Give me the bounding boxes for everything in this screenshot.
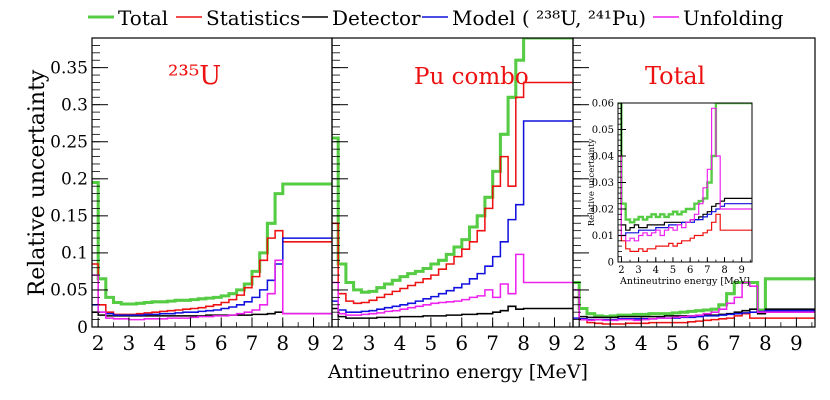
inset-x-axis-label: Antineutrino energy [MeV] [619,276,750,287]
legend-item-model[interactable]: Model ( ²³⁸U, ²⁴¹Pu) [422,6,646,30]
x-tick-label: 7 [728,331,741,355]
legend-item-detector[interactable]: Detector [302,6,421,30]
x-tick-label: 5 [184,331,197,355]
series-group [573,277,815,325]
y-tick-label: 0 [608,257,614,268]
x-axis-label: Antineutrino energy [MeV] [327,361,588,383]
x-tick-label: 2 [618,265,624,276]
panel-2: 2 3 4 5 6 7 8 9 Pu combo [331,37,574,355]
x-tick-label: 3 [123,331,136,355]
legend-label-unfolding: Unfolding [683,6,784,30]
x-tick-label: 5 [670,265,676,276]
series-statistics [618,155,752,252]
panel-title: Total [645,62,705,90]
series-total [618,103,752,224]
panel-4: 0 0.01 0.02 0.03 0.04 0.05 0.06 2 3 4 5 6 7 8 9 Relativ… [587,98,753,287]
legend-item-unfolding[interactable]: Unfolding [653,6,784,30]
x-tick-label: 4 [635,331,648,355]
x-tick-label: 2 [573,331,586,355]
x-tick-label: 6 [455,331,468,355]
series-unfolding [618,107,752,242]
legend: Total Statistics Detector Model ( ²³⁸U, … [88,6,784,30]
series-statistics [92,229,332,316]
x-tick-label: 8 [517,331,530,355]
panel-title: ²³⁵U [168,61,221,91]
x-tick-label: 9 [790,331,803,355]
y-tick-label: 0 [77,318,88,338]
legend-label-detector: Detector [332,6,421,30]
y-tick-label: 0.06 [592,98,614,109]
x-tick-label: 4 [394,331,407,355]
x-tick-label: 7 [704,265,710,276]
x-tick-label: 6 [215,331,228,355]
x-tick-label: 4 [653,265,659,276]
inset-y-axis-label: Relative uncertainty [587,139,597,227]
series-group [618,103,752,252]
x-tick-label: 6 [697,331,710,355]
series-detector [618,103,752,231]
x-tick-label: 3 [363,331,376,355]
series-unfolding [573,281,815,322]
series-model [92,237,332,316]
x-tick-label: 7 [246,331,259,355]
x-tick-label: 4 [153,331,166,355]
y-tick-label: 0.04 [592,151,614,162]
y-tick-label: 0.03 [592,178,614,189]
x-tick-label: 5 [666,331,679,355]
panel-title: Pu combo [414,64,529,90]
series-unfolding [92,259,332,321]
panel-1: 0 0.05 0.1 0.15 0.2 0.25 0.3 0.35 2 3 4 5 6 7 8 9 ²³⁵U [50,37,333,355]
series-total [332,38,573,294]
y-tick-label: 0.35 [50,58,88,78]
series-model [332,120,573,313]
y-tick-label: 0.1 [61,244,88,264]
y-tick-label: 0.05 [50,281,88,301]
x-tick-label: 6 [687,265,693,276]
series-statistics [332,81,573,305]
x-tick-label: 2 [332,331,345,355]
legend-label-statistics: Statistics [206,6,300,30]
x-tick-label: 8 [759,331,772,355]
y-tick-label: 0.25 [50,133,88,153]
x-tick-label: 3 [635,265,641,276]
y-tick-label: 0.02 [592,204,614,215]
x-tick-label: 9 [548,331,561,355]
series-group [92,180,332,321]
legend-label-total: Total [118,6,168,30]
y-tick-label: 0.3 [61,95,88,115]
y-tick-label: 0.01 [592,231,614,242]
x-tick-label: 5 [425,331,438,355]
x-tick-label: 8 [721,265,727,276]
x-tick-label: 2 [92,331,105,355]
legend-item-statistics[interactable]: Statistics [176,6,300,30]
x-tick-label: 7 [486,331,499,355]
y-tick-label: 0.05 [592,125,614,136]
y-tick-label: 0.15 [50,207,88,227]
x-tick-label: 3 [604,331,617,355]
panel-frame [572,37,816,328]
series-unfolding [332,253,573,316]
y-tick-label: 0.2 [61,170,88,190]
series-detector [332,305,573,319]
series-group [332,38,573,319]
series-total [92,180,332,306]
series-total [573,277,815,319]
x-tick-label: 9 [307,331,320,355]
legend-label-model: Model ( ²³⁸U, ²⁴¹Pu) [452,6,646,30]
y-axis-label: Relative uncertainty [25,69,50,296]
x-tick-label: 8 [276,331,289,355]
legend-item-total[interactable]: Total [88,6,168,30]
x-tick-label: 9 [739,265,745,276]
series-statistics [573,296,815,325]
